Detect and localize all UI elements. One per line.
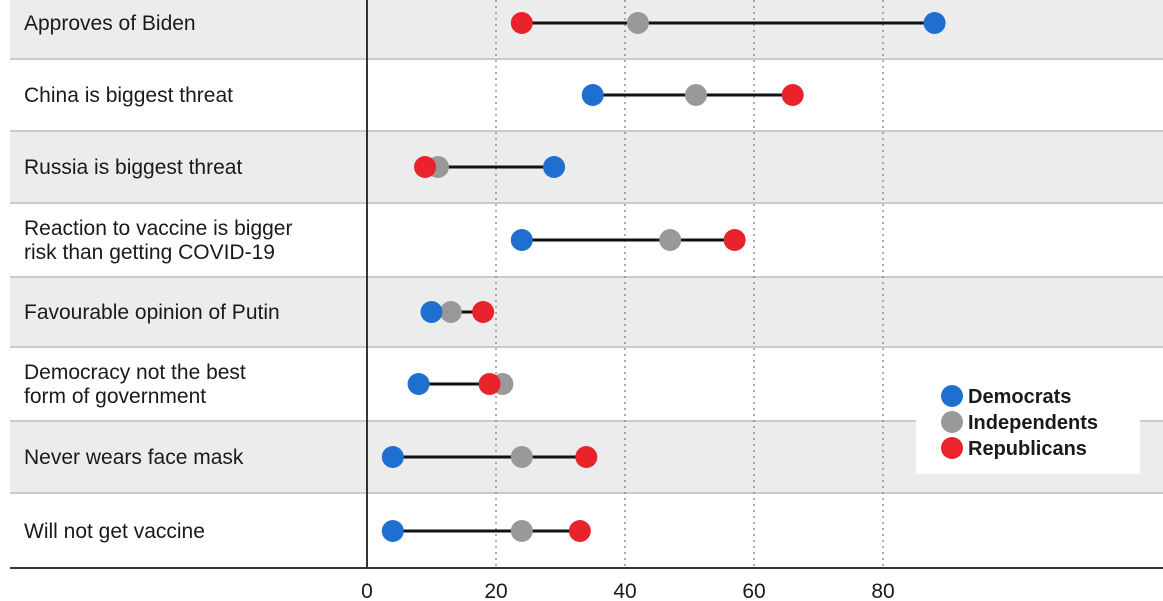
democrats-point [543, 156, 566, 178]
legend-label-democrats: Democrats [968, 386, 1071, 408]
legend-label-republicans: Republicans [968, 438, 1087, 460]
democrats-point [581, 84, 604, 106]
row-band [10, 278, 1163, 346]
legend-marker-independents [941, 411, 963, 433]
republicans-point [723, 229, 746, 251]
democrats-point [923, 12, 946, 34]
row-label: Democracy not the best [24, 361, 246, 384]
independents-point [439, 301, 462, 323]
republicans-point [781, 84, 804, 106]
democrats-point [407, 373, 430, 395]
row-band [10, 132, 1163, 202]
row-label: Never wears face mask [24, 446, 244, 469]
legend-label-independents: Independents [968, 412, 1098, 434]
republicans-point [568, 520, 591, 542]
republicans-point [414, 156, 437, 178]
independents-point [510, 520, 533, 542]
row-label: China is biggest threat [24, 84, 233, 107]
row-label: Approves of Biden [24, 12, 196, 35]
x-tick-label: 60 [742, 580, 765, 601]
row-label: Will not get vaccine [24, 520, 205, 543]
republicans-point [575, 446, 598, 468]
x-tick-label: 20 [484, 580, 507, 601]
row-band [10, 0, 1163, 58]
independents-point [626, 12, 649, 34]
x-tick-label: 0 [361, 580, 373, 601]
row-label: form of government [24, 385, 206, 408]
row-label: Reaction to vaccine is bigger [24, 217, 292, 240]
democrats-point [420, 301, 443, 323]
row-label: Favourable opinion of Putin [24, 301, 280, 324]
row-label: Russia is biggest threat [24, 156, 242, 179]
republicans-point [478, 373, 501, 395]
independents-point [510, 446, 533, 468]
democrats-point [381, 520, 404, 542]
democrats-point [510, 229, 533, 251]
legend-marker-republicans [941, 437, 963, 459]
republicans-point [510, 12, 533, 34]
independents-point [659, 229, 682, 251]
republicans-point [472, 301, 495, 323]
x-tick-label: 40 [613, 580, 636, 601]
row-label: risk than getting COVID-19 [24, 241, 275, 264]
democrats-point [381, 446, 404, 468]
independents-point [684, 84, 707, 106]
legend-marker-democrats [941, 385, 963, 407]
x-tick-label: 80 [871, 580, 894, 601]
